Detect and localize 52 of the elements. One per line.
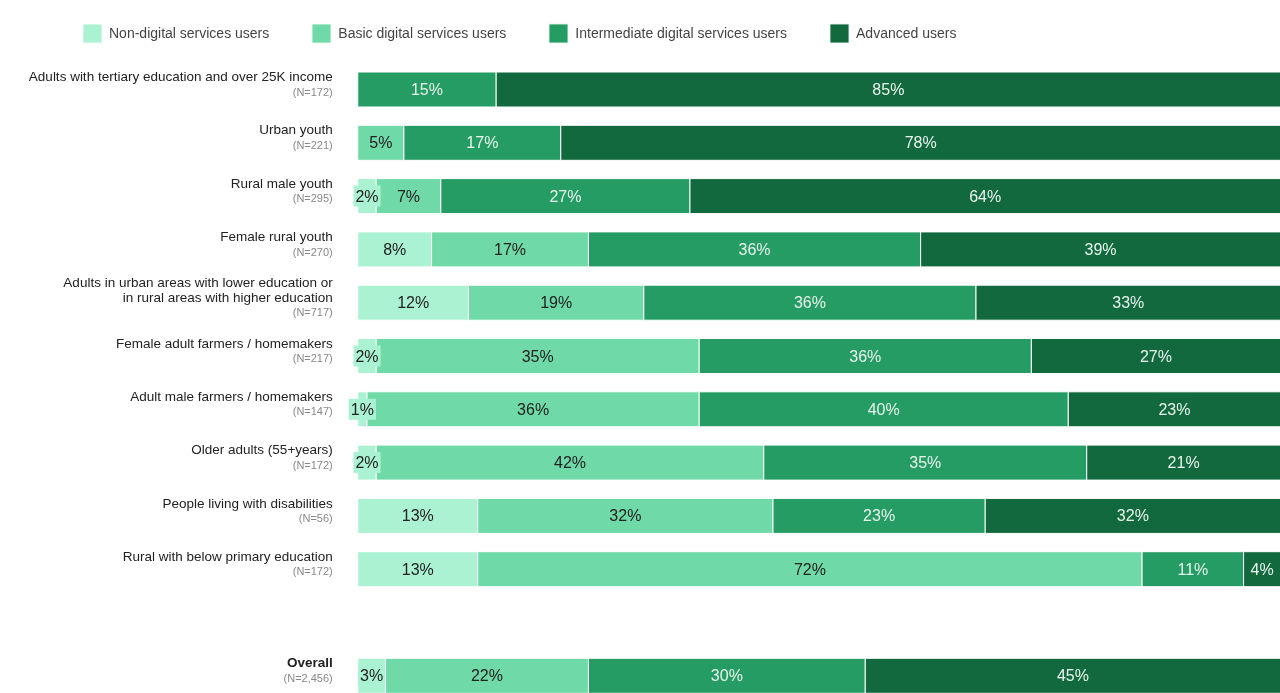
data-label: 13%	[401, 507, 434, 525]
data-label: 40%	[867, 400, 900, 418]
data-label: 23%	[1158, 400, 1191, 418]
legend-label: Non-digital services users	[109, 25, 270, 41]
data-label: 12%	[397, 294, 430, 312]
data-label: 27%	[549, 187, 582, 205]
data-label: 35%	[521, 347, 554, 365]
data-label: 8%	[383, 240, 407, 258]
y-tick-label: Overall (N=2,456)	[283, 655, 333, 684]
legend-label: Intermediate digital services users	[575, 25, 788, 41]
legend-label: Advanced users	[856, 25, 957, 41]
data-label: 21%	[1167, 454, 1200, 472]
data-label: 11%	[1177, 560, 1209, 578]
data-label: 3%	[360, 667, 384, 685]
y-tick-label: Older adults (55+years) (N=172)	[191, 442, 333, 471]
y-tick-label: Adults in urban areas with lower education or in rural areas with higher education (N=717)	[63, 274, 334, 319]
data-label: 23%	[863, 507, 896, 525]
data-label: 35%	[909, 454, 942, 472]
y-tick-label: Adults with tertiary education and over 25K income (N=172)	[28, 69, 333, 98]
data-label: 17%	[466, 134, 499, 152]
y-tick-label: Urban youth (N=221)	[259, 122, 333, 151]
data-label: 19%	[540, 294, 573, 312]
data-label: 36%	[849, 347, 882, 365]
y-tick-label: Female rural youth (N=270)	[220, 229, 333, 258]
y-tick-label: Rural with below primary education (N=172)	[122, 548, 333, 578]
data-label: 33%	[1112, 294, 1145, 312]
data-label: 7%	[396, 187, 421, 205]
data-label: 17%	[494, 240, 527, 258]
data-label: 85%	[872, 81, 905, 98]
data-label: 5%	[369, 134, 393, 152]
y-tick-label: Female adult farmers / homemakers (N=217)	[115, 335, 334, 365]
data-label: 64%	[969, 187, 1002, 205]
data-label: 78%	[904, 134, 937, 152]
data-label: 72%	[793, 560, 826, 578]
data-label: 27%	[1139, 347, 1172, 365]
data-label: 39%	[1084, 240, 1117, 258]
data-label: 32%	[1116, 507, 1149, 525]
data-label: 42%	[553, 454, 587, 472]
data-label: 4%	[1250, 560, 1274, 578]
data-label: 45%	[1056, 667, 1089, 685]
legend-label: Basic digital services users	[338, 25, 507, 41]
data-label: 36%	[738, 240, 771, 258]
data-label: 30%	[710, 667, 743, 685]
y-tick-label: People living with disabilities (N=56)	[162, 495, 334, 525]
data-label: 36%	[517, 400, 550, 418]
data-label: 32%	[609, 507, 642, 525]
data-label: 15%	[410, 81, 443, 98]
data-label: 36%	[793, 294, 826, 312]
y-tick-label: Rural male youth (N=295)	[230, 175, 333, 205]
data-label: 13%	[401, 560, 434, 578]
data-label: 22%	[470, 667, 503, 685]
y-tick-label: Adult male farmers / homemakers (N=147)	[130, 388, 334, 418]
